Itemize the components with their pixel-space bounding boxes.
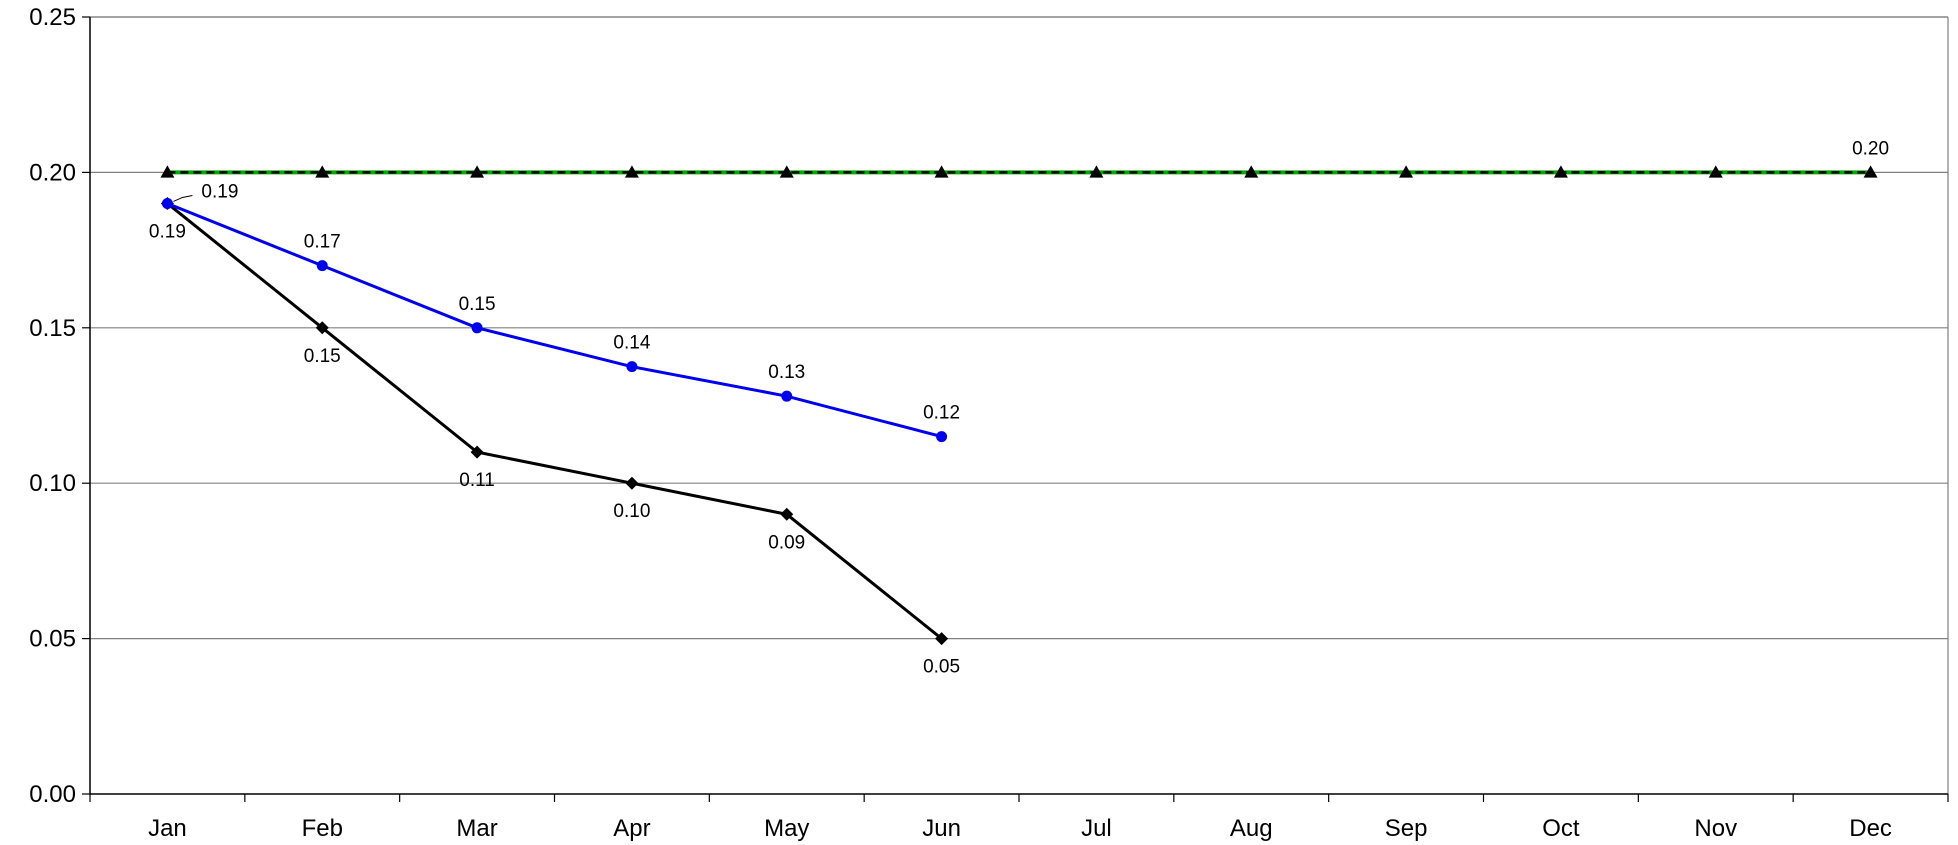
data-point-blue (471, 322, 483, 334)
data-point-black (935, 632, 949, 646)
x-tick-label: May (764, 815, 809, 842)
data-point-blue (936, 431, 948, 443)
data-point-target (1708, 165, 1723, 178)
x-tick-label: Sep (1385, 815, 1428, 842)
data-label-black: 0.15 (304, 346, 341, 367)
data-point-target (1399, 165, 1414, 178)
x-tick-label: Jan (148, 815, 187, 842)
data-point-target (934, 165, 949, 178)
data-point-target (1553, 165, 1568, 178)
y-tick-label: 0.00 (29, 781, 76, 808)
data-label-black: 0.05 (923, 657, 960, 678)
y-tick-label: 0.25 (29, 4, 76, 31)
data-point-target (1089, 165, 1104, 178)
data-point-target (1244, 165, 1259, 178)
y-tick-label: 0.15 (29, 315, 76, 342)
y-tick-label: 0.05 (29, 626, 76, 653)
data-point-black (625, 476, 639, 490)
x-tick-label: Mar (456, 815, 497, 842)
x-tick-label: Aug (1230, 815, 1273, 842)
x-tick-label: Apr (613, 815, 650, 842)
data-label-blue: 0.15 (459, 294, 496, 315)
x-tick-label: Feb (302, 815, 343, 842)
data-label-target: 0.20 (1852, 138, 1889, 159)
data-point-target (470, 165, 485, 178)
data-point-target (315, 165, 330, 178)
data-label-leader (173, 194, 193, 202)
data-point-black (315, 321, 329, 335)
data-point-target (779, 165, 794, 178)
x-tick-label: Jun (922, 815, 961, 842)
series-line-blue (166, 202, 942, 439)
x-tick-label: Oct (1542, 815, 1580, 842)
data-point-blue (626, 361, 638, 373)
series-line-black (166, 202, 943, 640)
x-tick-label: Nov (1694, 815, 1737, 842)
data-point-target (1863, 165, 1878, 178)
data-label-blue: 0.12 (923, 403, 960, 424)
data-point-black (470, 445, 484, 459)
data-label-black: 0.10 (613, 501, 650, 522)
data-label-black: 0.09 (768, 532, 805, 553)
data-label-black: 0.11 (459, 470, 495, 491)
data-point-target (624, 165, 639, 178)
data-label-blue: 0.19 (201, 181, 238, 202)
data-label-blue: 0.13 (768, 362, 805, 383)
y-tick-label: 0.10 (29, 470, 76, 497)
data-point-black (780, 507, 794, 521)
data-label-blue: 0.14 (613, 333, 650, 354)
data-label-blue: 0.17 (304, 232, 341, 253)
data-point-target (160, 165, 175, 178)
y-tick-label: 0.20 (29, 159, 76, 186)
x-tick-label: Dec (1849, 815, 1892, 842)
data-point-blue (161, 197, 173, 209)
x-tick-label: Jul (1081, 815, 1112, 842)
data-label-black: 0.19 (149, 221, 186, 242)
data-point-blue (316, 260, 328, 272)
data-point-blue (781, 390, 793, 402)
